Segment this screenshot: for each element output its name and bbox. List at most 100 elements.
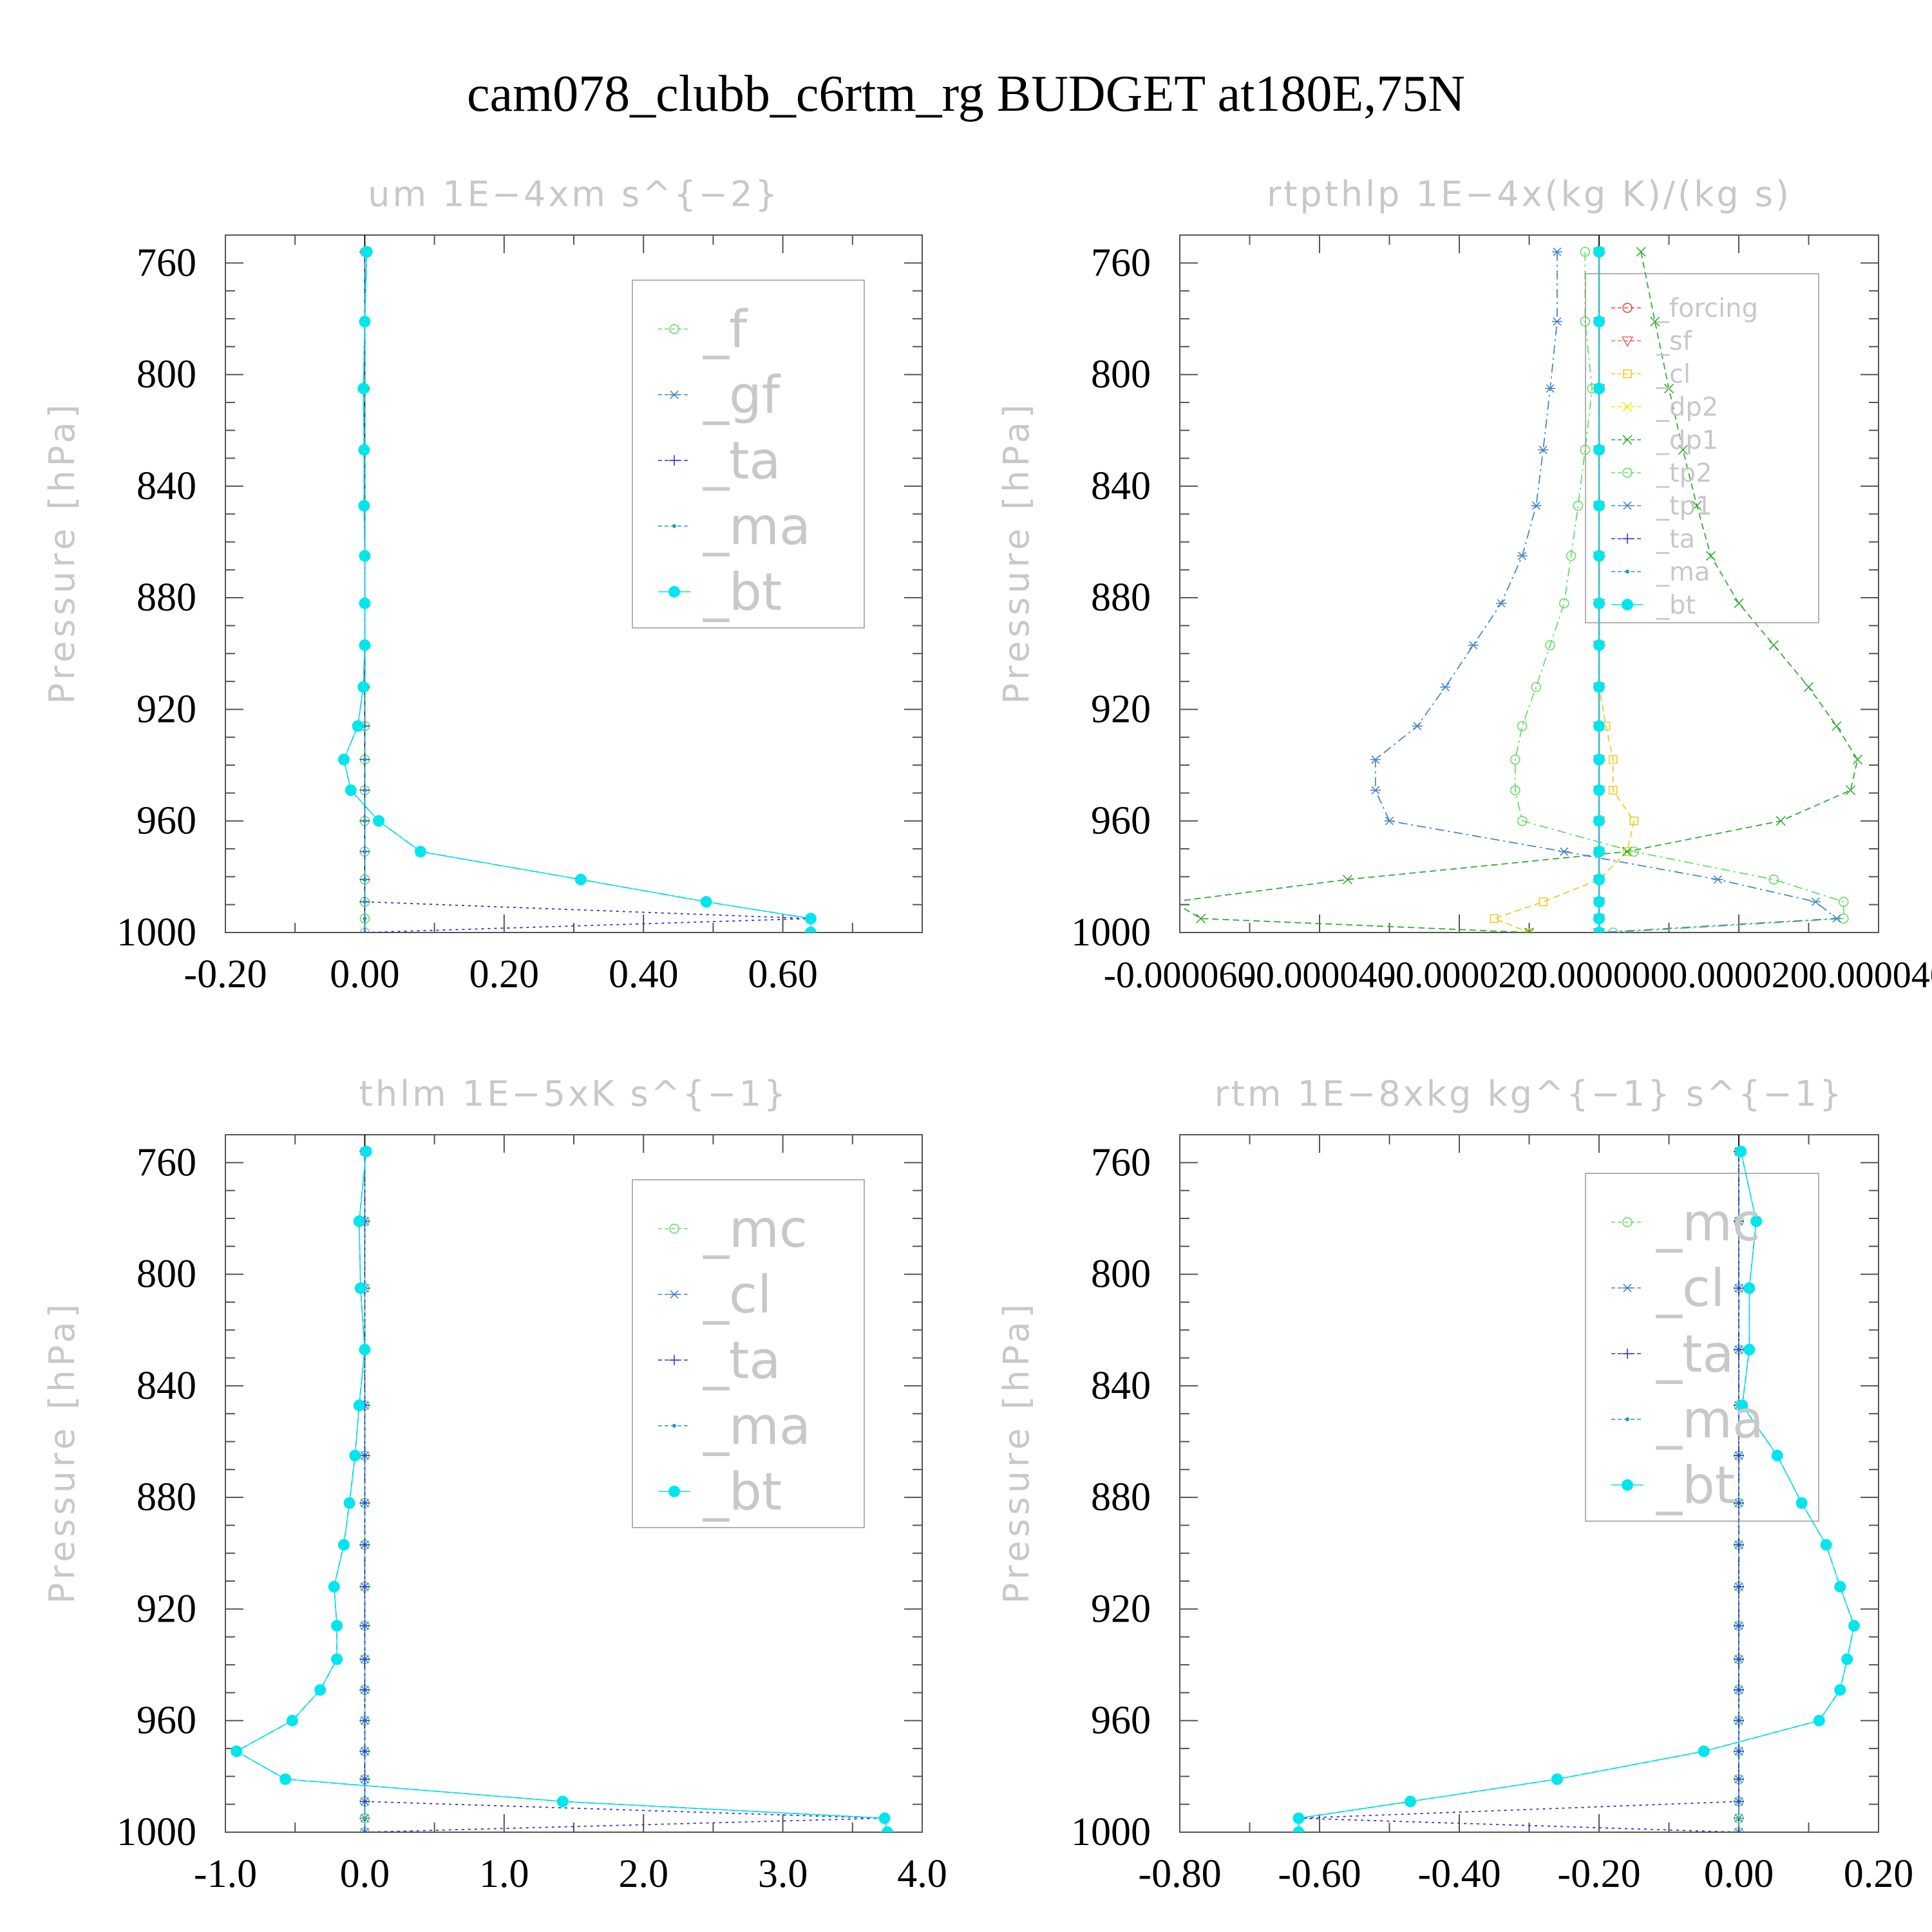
data-point bbox=[1848, 1620, 1861, 1632]
series-dp1 bbox=[1180, 247, 1863, 933]
data-point bbox=[1593, 681, 1605, 693]
data-point bbox=[331, 1653, 343, 1665]
data-point bbox=[1743, 1282, 1756, 1294]
data-point bbox=[414, 846, 426, 858]
data-point bbox=[1384, 817, 1395, 826]
y-tick-label: 800 bbox=[137, 353, 196, 397]
data-point bbox=[1558, 598, 1569, 609]
data-point bbox=[1370, 755, 1381, 764]
data-point bbox=[1412, 721, 1423, 730]
data-point bbox=[1524, 928, 1534, 933]
x-tick-label: 2.0 bbox=[618, 1852, 668, 1896]
data-point bbox=[1810, 897, 1821, 906]
data-point bbox=[1838, 896, 1849, 907]
data-point bbox=[1440, 683, 1451, 692]
data-point bbox=[1580, 247, 1591, 257]
y-axis-label: Pressure [hPa] bbox=[996, 401, 1037, 704]
series-bt bbox=[1593, 245, 1605, 933]
data-point bbox=[1510, 785, 1520, 795]
data-point bbox=[1593, 500, 1605, 512]
data-point bbox=[1734, 1685, 1744, 1696]
data-point bbox=[700, 896, 712, 908]
data-point bbox=[354, 1282, 366, 1294]
data-point bbox=[352, 720, 364, 732]
data-point bbox=[1517, 551, 1528, 560]
data-point bbox=[1593, 896, 1605, 908]
legend: _mc_cl_ta_ma_bt bbox=[1585, 1173, 1819, 1522]
data-point bbox=[363, 916, 367, 921]
data-point bbox=[1734, 1216, 1744, 1227]
legend-label: _ta bbox=[703, 1331, 781, 1390]
data-point bbox=[373, 815, 385, 827]
data-point bbox=[1531, 681, 1542, 692]
data-point bbox=[359, 639, 371, 651]
y-tick-label: 840 bbox=[1091, 464, 1151, 508]
legend-box bbox=[632, 1179, 865, 1528]
x-tick-label: -0.20 bbox=[184, 952, 267, 996]
legend-marker bbox=[1621, 336, 1634, 347]
data-point bbox=[328, 1580, 340, 1593]
data-point bbox=[1734, 1450, 1744, 1461]
legend-marker bbox=[1622, 303, 1633, 313]
x-tick-label: -0.80 bbox=[1138, 1852, 1221, 1896]
legend-label: _gf bbox=[703, 365, 781, 425]
data-point bbox=[556, 1795, 569, 1808]
series-tp1 bbox=[1370, 247, 1842, 933]
legend-label: _bt bbox=[703, 562, 782, 622]
data-point bbox=[363, 877, 367, 882]
data-point bbox=[1734, 1828, 1744, 1832]
y-tick-label: 760 bbox=[137, 1141, 196, 1184]
series-line bbox=[235, 1151, 888, 1832]
data-point bbox=[353, 1215, 365, 1227]
data-point bbox=[1593, 639, 1605, 651]
data-point bbox=[359, 1620, 370, 1631]
x-tick-label: 0.00 bbox=[1704, 1852, 1774, 1896]
data-point bbox=[1545, 384, 1556, 393]
data-point bbox=[1496, 599, 1507, 608]
x-tick-label: -0.000040 bbox=[1244, 954, 1396, 996]
y-tick-label: 840 bbox=[137, 1364, 196, 1408]
legend-label: _ma bbox=[703, 1396, 811, 1456]
data-point bbox=[363, 724, 367, 728]
data-point bbox=[1545, 640, 1555, 650]
series-tp2 bbox=[1510, 247, 1849, 933]
legend-marker bbox=[1622, 402, 1633, 412]
legend-marker bbox=[672, 524, 676, 528]
data-point bbox=[1734, 1814, 1744, 1823]
y-axis-label: Pressure [hPa] bbox=[996, 1300, 1037, 1604]
legend-marker bbox=[669, 390, 679, 399]
legend-marker bbox=[668, 585, 680, 598]
panel-title: rtm 1E−8xkg kg^{−1} s^{−1} bbox=[1215, 1074, 1844, 1114]
data-point bbox=[359, 1539, 370, 1550]
x-tick-label: -1.0 bbox=[194, 1852, 257, 1896]
data-point bbox=[1629, 816, 1639, 826]
panel-1: um 1E−4xm s^{−2} Pressure [hPa] 760 800 840 8… bbox=[42, 174, 923, 996]
data-point bbox=[1490, 914, 1499, 923]
data-point bbox=[359, 1343, 371, 1356]
data-point bbox=[1593, 383, 1605, 395]
legend-label: _bt bbox=[703, 1462, 782, 1522]
x-tick-label: -0.000060 bbox=[1104, 954, 1256, 996]
data-point bbox=[360, 1145, 372, 1157]
legend-label: _mc bbox=[1656, 1193, 1761, 1253]
legend-marker bbox=[672, 1423, 676, 1428]
legend-label: _tp2 bbox=[1656, 459, 1712, 488]
series-line bbox=[1298, 1151, 1855, 1832]
data-point bbox=[1195, 913, 1206, 923]
data-point bbox=[1734, 1497, 1744, 1508]
data-point bbox=[1593, 550, 1605, 562]
data-point bbox=[1734, 1746, 1744, 1757]
data-point bbox=[1706, 551, 1716, 561]
panel-4: rtm 1E−8xkg kg^{−1} s^{−1} Pressure [hPa]… bbox=[996, 1074, 1913, 1896]
y-tick-label: 1000 bbox=[1071, 911, 1151, 954]
data-point bbox=[1734, 1620, 1744, 1631]
legend-marker bbox=[1622, 1283, 1633, 1293]
legend-label: _dp2 bbox=[1656, 393, 1718, 422]
series-line bbox=[343, 251, 811, 933]
data-point bbox=[359, 927, 370, 933]
y-tick-label: 960 bbox=[1091, 1699, 1151, 1743]
legend-marker bbox=[1622, 435, 1633, 445]
data-point bbox=[231, 1745, 243, 1757]
x-tick-label: 0.60 bbox=[748, 952, 818, 996]
data-point bbox=[1834, 1580, 1846, 1593]
